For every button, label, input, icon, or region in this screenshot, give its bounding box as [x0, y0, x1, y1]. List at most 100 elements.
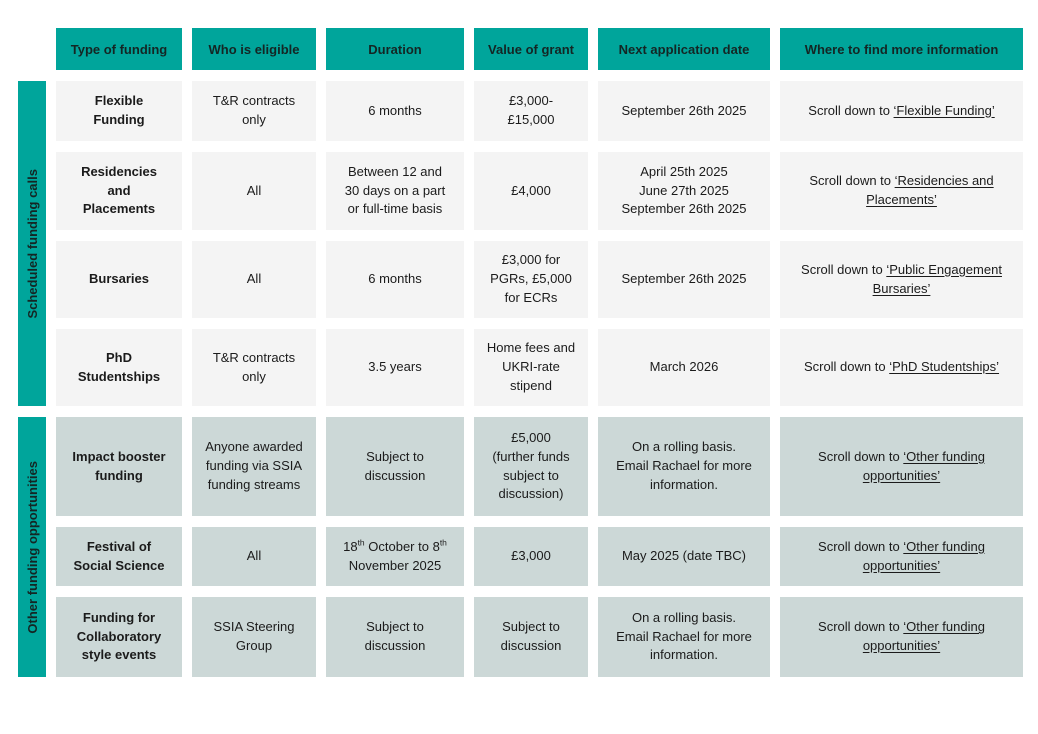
funding-type-text: Bursaries: [89, 271, 149, 287]
eligibility-text: T&R contracts only: [212, 349, 296, 384]
duration-text: 18th October to 8th November 2025: [343, 537, 447, 573]
cell-more-info: Scroll down to ‘Other funding opportunit…: [780, 597, 1023, 677]
more-info-text: Scroll down to ‘Other funding opportunit…: [788, 538, 1015, 576]
link-flexible-funding[interactable]: ‘Flexible Funding’: [893, 102, 995, 118]
duration-text: Subject to discussion: [364, 448, 426, 483]
cell-more-info: Scroll down to ‘Public Engagement Bursar…: [780, 241, 1023, 318]
more-info-text: Scroll down to ‘Flexible Funding’: [808, 102, 994, 121]
duration-text: Between 12 and 30 days on a part or full…: [344, 163, 446, 217]
cell-duration: 6 months: [326, 241, 464, 318]
cell-grant-value: £5,000 (further funds subject to discuss…: [474, 417, 588, 516]
cell-eligibility: SSIA Steering Group: [192, 597, 316, 677]
cell-next-application-date: May 2025 (date TBC): [598, 527, 770, 586]
next-application-date-text: March 2026: [649, 359, 719, 375]
info-prefix: Scroll down to: [809, 173, 895, 189]
grant-value-text: £4,000: [511, 182, 551, 198]
more-info-text: Scroll down to ‘PhD Studentships’: [804, 358, 999, 377]
more-info-text: Scroll down to ‘Other funding opportunit…: [788, 448, 1015, 486]
more-info-text: Scroll down to ‘Residencies and Placemen…: [788, 172, 1015, 210]
next-application-date-text: April 25th 2025 June 27th 2025 September…: [621, 163, 747, 217]
info-prefix: Scroll down to: [818, 448, 904, 464]
duration-text: Subject to discussion: [364, 619, 426, 653]
duration-text: 6 months: [368, 271, 422, 287]
column-header-where-to-find-more-information: Where to find more information: [780, 28, 1023, 70]
cell-duration: Subject to discussion: [326, 417, 464, 516]
row-group-label-other-funding-opportunities: Other funding opportunities: [24, 460, 40, 634]
cell-duration: Between 12 and 30 days on a part or full…: [326, 152, 464, 230]
cell-next-application-date: September 26th 2025: [598, 81, 770, 141]
row-group-label-scheduled-funding-calls: Scheduled funding calls: [24, 168, 40, 319]
funding-type-text: Impact booster funding: [72, 448, 166, 483]
next-application-date-text: On a rolling basis. Email Rachael for mo…: [616, 609, 752, 663]
cell-more-info: Scroll down to ‘PhD Studentships’: [780, 329, 1023, 406]
cell-grant-value: £3,000 for PGRs, £5,000 for ECRs: [474, 241, 588, 318]
cell-funding-type: Festival of Social Science: [56, 527, 182, 586]
cell-next-application-date: March 2026: [598, 329, 770, 406]
link-other-funding-opportunities[interactable]: ‘Other funding opportunities’: [862, 448, 985, 483]
column-header-next-application-date: Next application date: [598, 28, 770, 70]
more-info-text: Scroll down to ‘Other funding opportunit…: [788, 618, 1015, 656]
cell-eligibility: T&R contracts only: [192, 81, 316, 141]
column-header-who-is-eligible: Who is eligible: [192, 28, 316, 70]
info-prefix: Scroll down to: [803, 359, 890, 375]
eligibility-text: All: [246, 271, 262, 287]
cell-next-application-date: On a rolling basis. Email Rachael for mo…: [598, 417, 770, 516]
cell-eligibility: Anyone awarded funding via SSIA funding …: [192, 417, 316, 516]
funding-type-text: Funding for Collaboratory style events: [76, 609, 162, 663]
link-residencies-and-placements[interactable]: ‘Residencies and Placements’: [866, 173, 994, 207]
eligibility-text: All: [246, 548, 262, 564]
cell-funding-type: Residencies and Placements: [56, 152, 182, 230]
info-prefix: Scroll down to: [808, 102, 894, 118]
grant-value-text: £3,000: [511, 548, 551, 564]
cell-eligibility: T&R contracts only: [192, 329, 316, 406]
link-public-engagement-bursaries[interactable]: ‘Public Engagement Bursaries’: [872, 261, 1002, 296]
cell-more-info: Scroll down to ‘Other funding opportunit…: [780, 527, 1023, 586]
cell-funding-type: Funding for Collaboratory style events: [56, 597, 182, 677]
cell-next-application-date: April 25th 2025 June 27th 2025 September…: [598, 152, 770, 230]
eligibility-text: Anyone awarded funding via SSIA funding …: [205, 439, 303, 492]
grant-value-text: Subject to discussion: [500, 619, 562, 653]
grant-value-text: £3,000 for PGRs, £5,000 for ECRs: [490, 252, 572, 305]
next-application-date-text: September 26th 2025: [621, 271, 747, 287]
cell-next-application-date: September 26th 2025: [598, 241, 770, 318]
cell-funding-type: Impact booster funding: [56, 417, 182, 516]
info-prefix: Scroll down to: [818, 619, 904, 635]
cell-grant-value: £3,000: [474, 527, 588, 586]
link-other-funding-opportunities[interactable]: ‘Other funding opportunities’: [862, 538, 985, 573]
duration-text: 6 months: [368, 102, 422, 118]
info-prefix: Scroll down to: [818, 538, 904, 554]
row-group-scheduled-funding-calls: Scheduled funding calls: [18, 81, 46, 406]
funding-type-text: Festival of Social Science: [73, 538, 165, 573]
eligibility-text: SSIA Steering Group: [213, 619, 295, 653]
column-header-type-of-funding: Type of funding: [56, 28, 182, 70]
info-prefix: Scroll down to: [801, 261, 887, 277]
next-application-date-text: May 2025 (date TBC): [621, 548, 747, 564]
link-other-funding-opportunities[interactable]: ‘Other funding opportunities’: [862, 619, 985, 653]
cell-more-info: Scroll down to ‘Residencies and Placemen…: [780, 152, 1023, 230]
link-phd-studentships[interactable]: ‘PhD Studentships’: [889, 359, 1000, 375]
column-header-duration: Duration: [326, 28, 464, 70]
cell-duration: Subject to discussion: [326, 597, 464, 677]
cell-eligibility: All: [192, 241, 316, 318]
cell-grant-value: £3,000- £15,000: [474, 81, 588, 141]
column-header-value-of-grant: Value of grant: [474, 28, 588, 70]
cell-next-application-date: On a rolling basis. Email Rachael for mo…: [598, 597, 770, 677]
eligibility-text: All: [246, 182, 262, 198]
cell-more-info: Scroll down to ‘Flexible Funding’: [780, 81, 1023, 141]
cell-duration: 18th October to 8th November 2025: [326, 527, 464, 586]
cell-funding-type: Bursaries: [56, 241, 182, 318]
cell-grant-value: Subject to discussion: [474, 597, 588, 677]
next-application-date-text: On a rolling basis. Email Rachael for mo…: [616, 439, 752, 492]
grant-value-text: £5,000 (further funds subject to discuss…: [492, 429, 570, 502]
funding-type-text: Residencies and Placements: [81, 163, 157, 217]
grant-value-text: £3,000- £15,000: [507, 93, 555, 127]
eligibility-text: T&R contracts only: [212, 93, 296, 127]
cell-duration: 3.5 years: [326, 329, 464, 406]
next-application-date-text: September 26th 2025: [621, 102, 747, 118]
cell-duration: 6 months: [326, 81, 464, 141]
cell-grant-value: £4,000: [474, 152, 588, 230]
cell-funding-type: Flexible Funding: [56, 81, 182, 141]
cell-eligibility: All: [192, 152, 316, 230]
cell-grant-value: Home fees and UKRI-rate stipend: [474, 329, 588, 406]
grant-value-text: Home fees and UKRI-rate stipend: [486, 340, 576, 393]
